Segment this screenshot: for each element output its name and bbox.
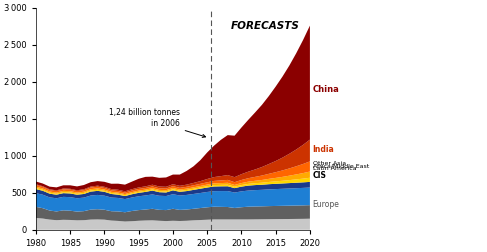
Text: FORECASTS: FORECASTS (231, 21, 300, 31)
Text: CIS: CIS (313, 171, 326, 179)
Text: China: China (313, 85, 339, 93)
Text: Taiwan/Australia: Taiwan/Australia (313, 178, 384, 187)
Text: Latin America: Latin America (313, 166, 356, 171)
Text: 1,24 billion tonnes
in 2006: 1,24 billion tonnes in 2006 (109, 108, 206, 137)
Text: Other Asia: Other Asia (313, 161, 346, 166)
Text: India: India (313, 145, 335, 154)
Text: Africa/Middle East: Africa/Middle East (313, 164, 369, 169)
Text: North America: North America (313, 188, 375, 197)
Text: Europe: Europe (313, 200, 339, 209)
